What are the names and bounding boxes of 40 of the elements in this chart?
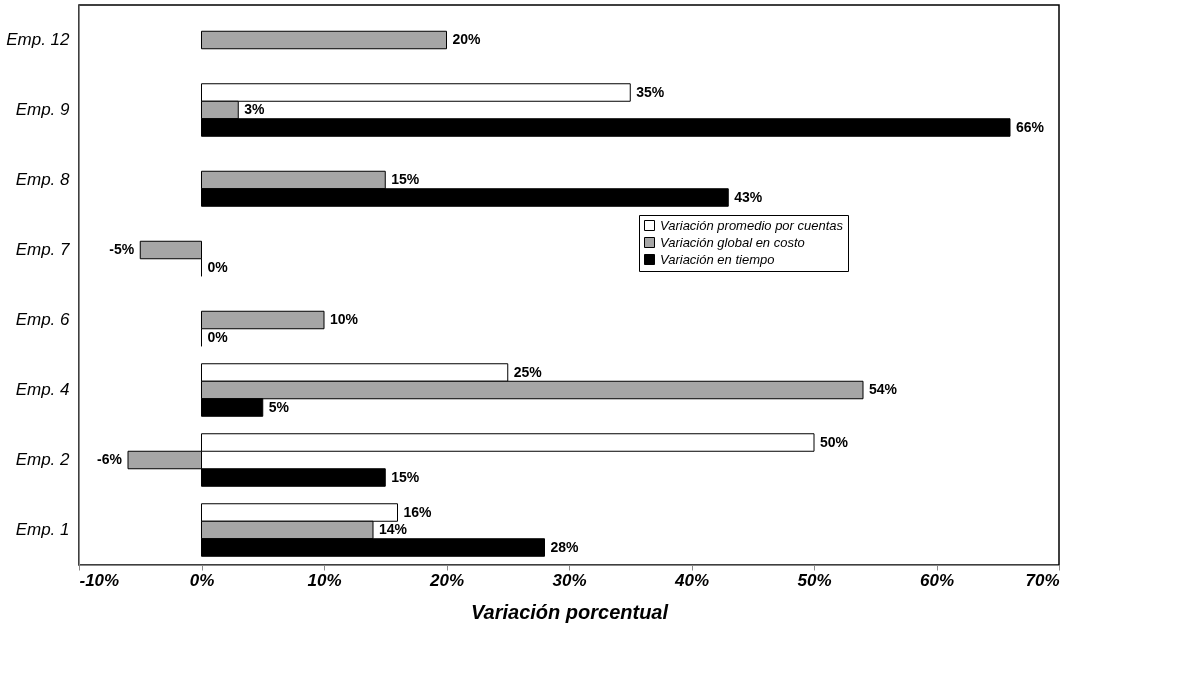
x-tick-label: 20% (428, 570, 465, 590)
data-label: 16% (403, 503, 433, 520)
y-tick-label: Emp. 4 (15, 380, 70, 399)
x-tick-label: 10% (307, 570, 342, 590)
legend-label: Variación promedio por cuentas (660, 217, 844, 233)
data-label: 25% (513, 363, 543, 380)
y-tick-label: Emp. 6 (15, 310, 71, 329)
data-label: 15% (391, 468, 420, 485)
data-label: 66% (1016, 118, 1045, 135)
x-tick-label: 50% (797, 570, 832, 590)
data-label: 15% (391, 171, 420, 187)
y-tick-label: Emp. 8 (15, 170, 71, 189)
x-tick-label: 60% (919, 570, 955, 590)
data-label: 10% (330, 311, 359, 327)
data-label: -6% (97, 451, 123, 467)
data-label: 28% (550, 538, 580, 555)
x-tick-label: 30% (552, 570, 587, 590)
legend-label: Variación en tiempo (660, 251, 775, 267)
y-tick-label: Emp. 1 (15, 520, 70, 539)
data-label: 43% (734, 188, 763, 205)
y-tick-label: Emp. 7 (15, 240, 71, 259)
data-label: 50% (820, 433, 849, 450)
data-label: -5% (109, 241, 135, 257)
y-tick-label: Emp. 12 (6, 30, 71, 49)
data-label: 0% (207, 328, 229, 345)
data-label: 35% (636, 83, 665, 100)
data-label: 3% (244, 101, 266, 117)
x-tick-label: 0% (189, 570, 215, 590)
y-tick-label: Emp. 2 (15, 450, 71, 469)
x-tick-label: 70% (1025, 570, 1060, 590)
x-tick-label: 40% (673, 570, 710, 590)
x-tick-label: -10% (79, 570, 120, 590)
legend-label: Variación global en costo (660, 234, 805, 250)
data-label: 5% (268, 398, 290, 415)
x-axis-title: Variación porcentual (470, 600, 669, 623)
data-label: 0% (207, 258, 229, 275)
data-label: 54% (869, 381, 898, 397)
data-label: 14% (379, 521, 408, 537)
y-tick-label: Emp. 9 (15, 100, 71, 119)
data-label: 20% (452, 31, 482, 47)
